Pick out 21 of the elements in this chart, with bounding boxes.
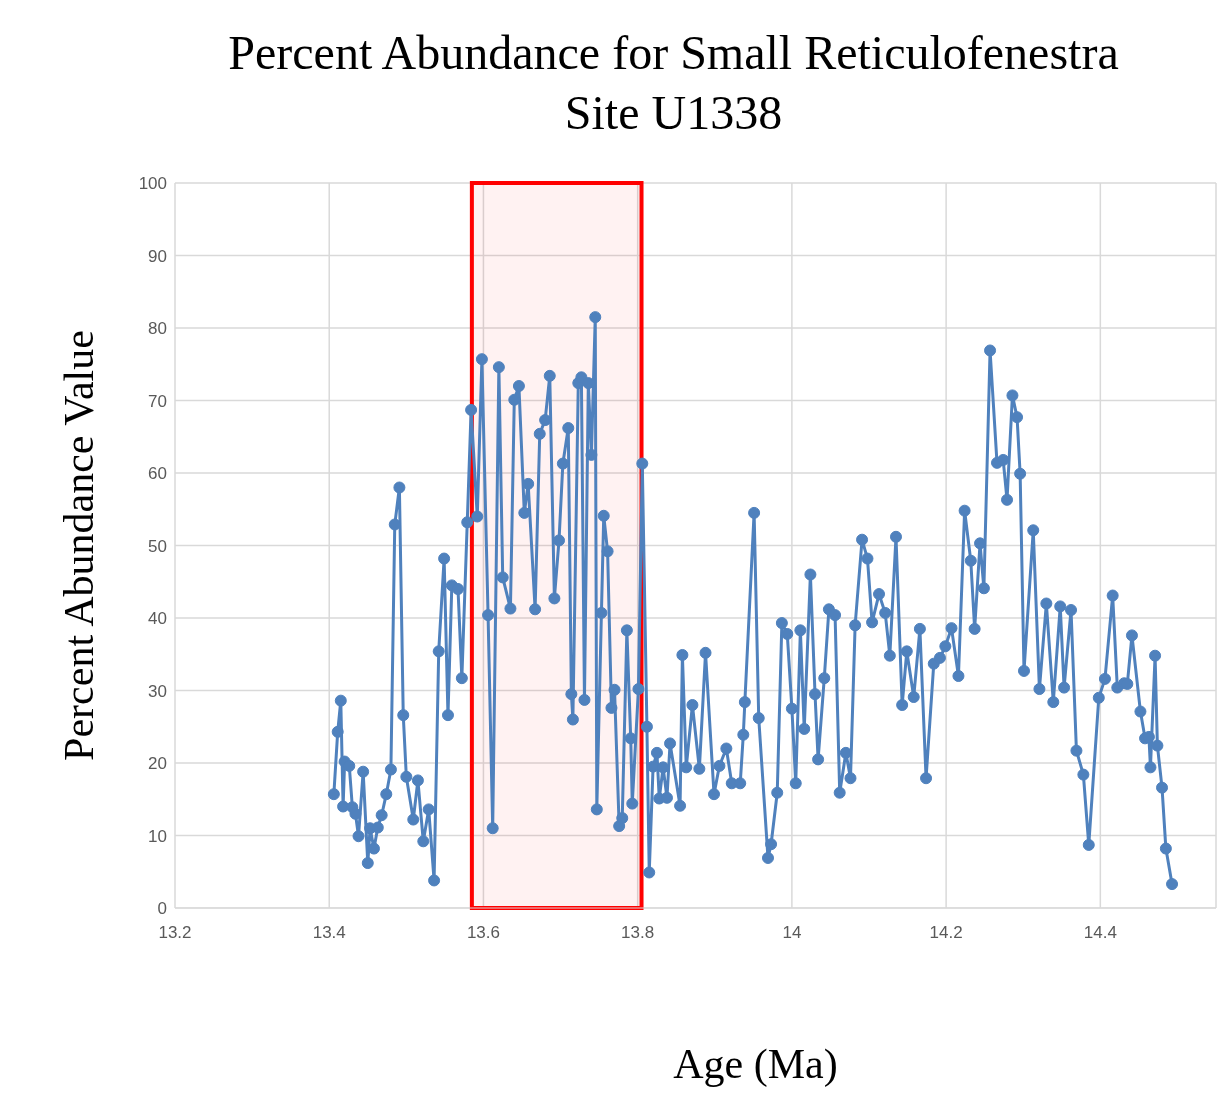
x-tick-label: 14.4 bbox=[1083, 923, 1117, 943]
y-tick-label: 30 bbox=[148, 681, 167, 701]
x-tick-label: 13.6 bbox=[466, 923, 500, 943]
y-tick-label: 80 bbox=[148, 319, 167, 339]
y-axis-title: Percent Abundance Value bbox=[55, 330, 102, 761]
x-tick-label: 14 bbox=[782, 923, 802, 943]
y-tick-label: 50 bbox=[148, 536, 167, 556]
y-tick-label: 100 bbox=[138, 174, 167, 194]
y-tick-label: 20 bbox=[148, 754, 167, 774]
x-axis-title: Age (Ma) bbox=[673, 1041, 838, 1088]
y-tick-label: 10 bbox=[148, 826, 167, 846]
x-tick-label: 13.2 bbox=[158, 923, 192, 943]
y-tick-label: 70 bbox=[148, 391, 167, 411]
chart-title: Percent Abundance for Small Reticulofenestra Site U1338 bbox=[227, 25, 1120, 141]
x-tick-label: 13.4 bbox=[312, 923, 346, 943]
y-tick-label: 0 bbox=[157, 899, 167, 919]
y-tick-label: 90 bbox=[148, 246, 167, 266]
x-tick-label: 13.8 bbox=[621, 923, 655, 943]
y-tick-label: 40 bbox=[148, 609, 167, 629]
x-tick-label: 14.2 bbox=[929, 923, 963, 943]
y-tick-label: 60 bbox=[148, 464, 167, 484]
